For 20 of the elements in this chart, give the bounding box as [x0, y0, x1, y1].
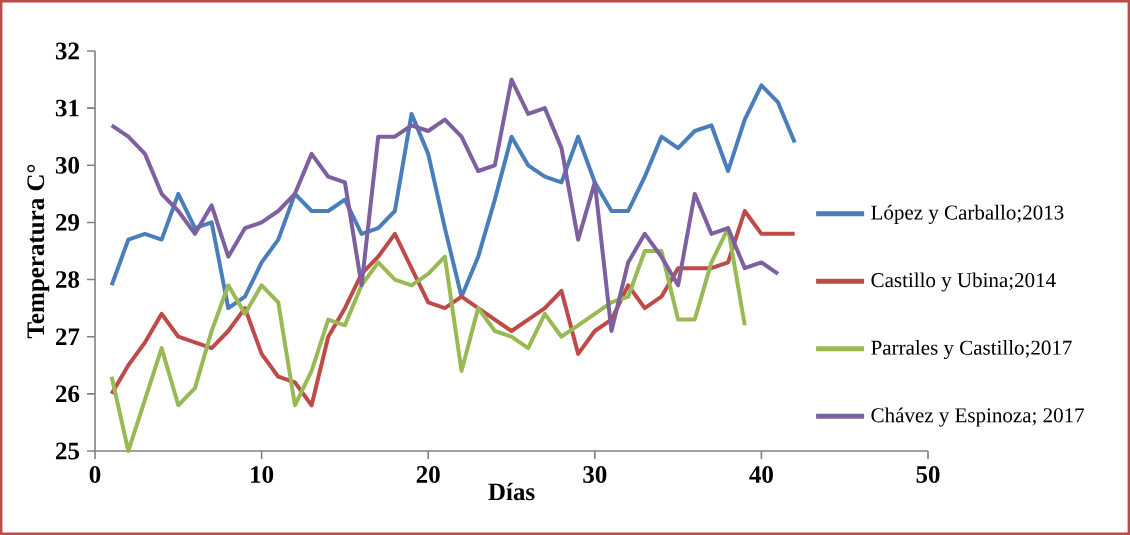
legend-label: Chávez y Espinoza; 2017 [871, 407, 1085, 427]
y-tick-label: 25 [55, 442, 80, 460]
y-axis-title: Temperatura C° [27, 164, 50, 339]
x-tick-label: 20 [416, 466, 440, 483]
x-tick-label: 10 [251, 466, 274, 483]
y-tick-label: 32 [55, 42, 79, 60]
y-tick-label: 29 [55, 214, 80, 231]
y-tick-label: 27 [55, 328, 80, 345]
x-tick-label: 30 [583, 466, 607, 483]
y-tick-label: 31 [55, 99, 79, 117]
legend-label: López y Carballo;2013 [871, 204, 1064, 224]
x-tick-label: 0 [89, 466, 101, 483]
y-tick-label: 30 [55, 156, 79, 174]
x-tick-label: 50 [916, 466, 940, 483]
legend-label: Castillo y Ubina;2014 [871, 272, 1056, 292]
x-axis-title: Días [488, 482, 535, 501]
x-tick-label: 40 [749, 466, 773, 483]
y-tick-label: 28 [55, 271, 80, 289]
legend-label: Parrales y Castillo;2017 [871, 340, 1072, 360]
y-tick-label: 26 [55, 385, 80, 403]
